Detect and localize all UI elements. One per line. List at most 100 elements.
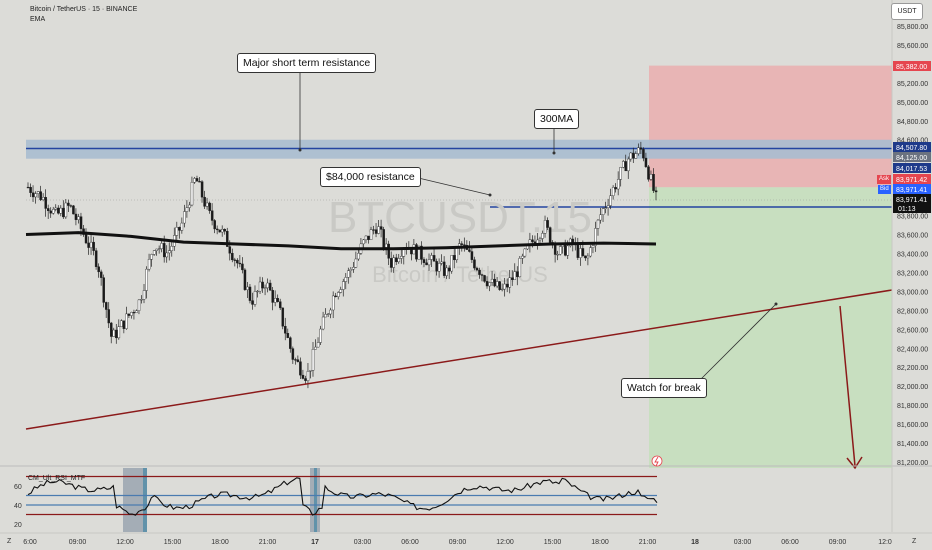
candle-body [420, 245, 423, 260]
annotation-84000-resistance[interactable]: $84,000 resistance [320, 167, 421, 187]
ask-label: Ask [877, 175, 892, 184]
annotation-300ma[interactable]: 300MA [534, 109, 580, 129]
candle-body [104, 302, 108, 310]
candle-body [291, 348, 295, 360]
price-tick-label: 83,200.00 [897, 270, 928, 277]
price-tick-label: 83,000.00 [897, 289, 928, 296]
candle-body [215, 228, 219, 231]
candle-body [185, 207, 189, 212]
leader-watch-break [697, 303, 777, 383]
candle-body [508, 277, 512, 288]
annotation-major-resistance[interactable]: Major short term resistance [237, 53, 377, 73]
candle-body [427, 259, 431, 266]
candle-body [493, 278, 496, 287]
candle-body [521, 255, 524, 259]
time-tick-label: 09:00 [69, 539, 87, 546]
candle-body [511, 277, 514, 280]
candle-body [538, 238, 542, 241]
price-tag-label: 84,017.53 [896, 166, 927, 173]
rsi-tick-label: 60 [14, 484, 22, 491]
candle-body [178, 227, 181, 231]
candle-body [440, 261, 443, 264]
candle-body [284, 326, 287, 334]
price-tag-label: 83,971.41 [896, 197, 927, 204]
candle-body [576, 243, 580, 258]
leader-84000 [409, 175, 491, 196]
currency-button[interactable]: USDT [891, 3, 923, 20]
annotation-watch-break[interactable]: Watch for break [621, 378, 707, 398]
indicator-label[interactable]: EMA [30, 16, 46, 23]
candle-body [599, 214, 602, 221]
candle-body [531, 239, 534, 242]
candle-body [296, 359, 300, 362]
candle-body [377, 226, 380, 234]
candle-body [513, 271, 517, 280]
price-tag-label: 84,507.80 [896, 145, 927, 152]
candle-body [236, 259, 239, 264]
price-tick-label: 85,200.00 [897, 81, 928, 88]
candle-body [99, 271, 103, 278]
candle-body [190, 182, 194, 206]
candlestick-series [26, 141, 658, 389]
price-tag [893, 184, 931, 194]
annotation-leaders [298, 70, 778, 383]
rsi-pane: 60 40 20 [14, 468, 658, 532]
candle-body [601, 208, 605, 216]
price-tag [893, 194, 931, 204]
candle-body [72, 205, 75, 215]
price-tick-label: 82,200.00 [897, 365, 928, 372]
candle-body [62, 207, 65, 218]
time-tick-label: 18 [691, 539, 699, 546]
candle-body [498, 281, 501, 290]
candle-body [145, 268, 148, 291]
time-zoom-right[interactable]: Z [912, 538, 917, 545]
candle-body [596, 219, 600, 229]
candle-body [299, 361, 302, 376]
time-tick-label: 03:00 [354, 539, 372, 546]
candle-body [92, 241, 95, 251]
candle-body [147, 259, 151, 270]
price-tick-label: 81,600.00 [897, 422, 928, 429]
time-axis[interactable]: 6:00 09:00 12:00 15:00 18:00 21:00 17 03:00 06:0… [23, 539, 892, 546]
rsi-tick-label: 20 [14, 522, 22, 529]
candle-body [84, 234, 88, 244]
time-tick-label: 12:0 [878, 539, 892, 546]
candle-body [130, 312, 133, 316]
candle-body [349, 268, 353, 271]
lightning-bolt [654, 456, 659, 467]
candle-body [253, 291, 257, 305]
candle-body [304, 378, 307, 381]
candle-body [495, 281, 499, 287]
candle-body [523, 248, 527, 257]
candle-body [518, 258, 522, 278]
leader-dot [298, 148, 302, 152]
candle-body [344, 277, 348, 282]
candle-body [180, 222, 184, 231]
candle-body [273, 298, 277, 303]
candle-body [268, 282, 272, 291]
time-tick-label: 21:00 [639, 539, 657, 546]
price-tick-label: 85,600.00 [897, 43, 928, 50]
candle-body [372, 229, 375, 231]
candle-body [226, 230, 229, 247]
candle-body [331, 295, 335, 311]
candle-body [382, 229, 385, 248]
price-tag-label: 85,382.00 [896, 64, 927, 71]
time-tick-label: 15:00 [544, 539, 562, 546]
rsi-tick-label: 40 [14, 503, 22, 510]
candle-body [110, 322, 113, 337]
time-zoom-left[interactable]: Z [7, 538, 12, 545]
candle-body [261, 281, 264, 289]
candle-body [321, 316, 325, 330]
candle-body [39, 191, 42, 200]
lightning-icon[interactable] [651, 455, 663, 467]
candle-body [311, 349, 315, 371]
candle-body [478, 269, 481, 275]
candle-body [301, 374, 305, 379]
candle-body [430, 255, 433, 260]
candle-body [258, 281, 262, 292]
candle-body [67, 202, 70, 206]
candle-body [231, 252, 234, 261]
candle-body [326, 313, 330, 315]
